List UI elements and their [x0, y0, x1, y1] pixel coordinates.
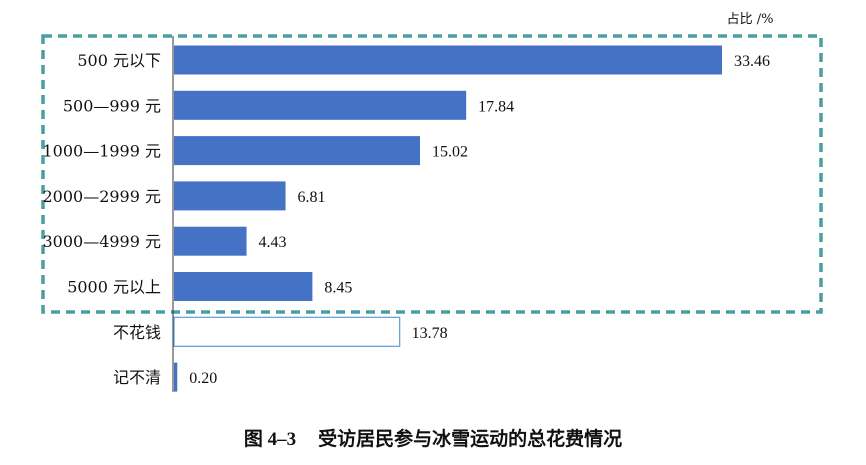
category-label: 3000—4999 元	[42, 232, 161, 251]
bar	[174, 362, 178, 392]
figure-caption: 图 4–3 受访居民参与冰雪运动的总花费情况	[0, 424, 866, 451]
bar	[174, 136, 420, 166]
category-label: 5000 元以上	[67, 278, 161, 297]
unit-label: 占比 /%	[727, 12, 774, 27]
data-label: 17.84	[478, 98, 514, 115]
data-label: 15.02	[432, 144, 468, 161]
bar	[174, 181, 286, 211]
caption-text: 受访居民参与冰雪运动的总花费情况	[318, 428, 623, 450]
bar-chart: 占比 /% 500 元以下 33.46 500—999 元 17.84 1000—199…	[41, 12, 823, 392]
caption-number: 图 4–3	[243, 429, 297, 450]
category-label: 不花钱	[113, 323, 161, 342]
category-label: 记不清	[113, 368, 161, 387]
category-label: 1000—1999 元	[42, 142, 161, 161]
data-label: 6.81	[298, 189, 326, 206]
bar	[174, 226, 247, 256]
bar	[174, 272, 313, 301]
bar	[174, 45, 722, 75]
category-label: 2000—2999 元	[42, 187, 161, 206]
category-label: 500 元以下	[77, 51, 161, 70]
category-label: 500—999 元	[63, 96, 161, 115]
highlight-box	[41, 34, 823, 314]
data-label: 0.20	[189, 370, 217, 387]
data-label: 8.45	[324, 280, 352, 297]
data-label: 4.43	[259, 234, 287, 251]
bar	[173, 316, 401, 347]
data-label: 13.78	[412, 325, 448, 342]
bar	[174, 90, 467, 120]
data-label: 33.46	[734, 53, 770, 70]
